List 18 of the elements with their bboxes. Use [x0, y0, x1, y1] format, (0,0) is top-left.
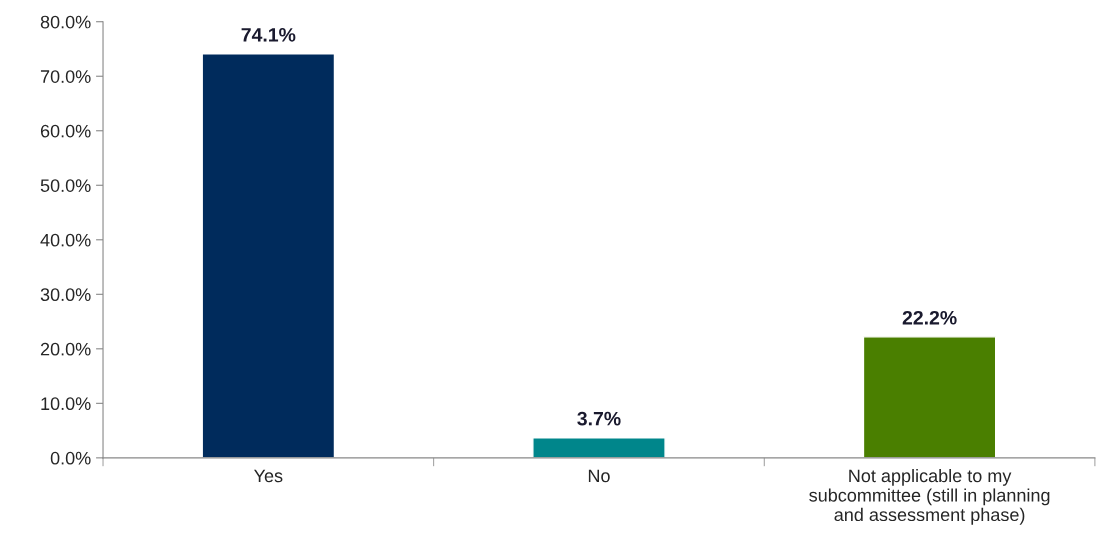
y-tick-label: 70.0%: [40, 70, 91, 83]
y-tick-label: 30.0%: [40, 288, 91, 302]
x-tick-label: Yes: [254, 469, 283, 483]
y-tick-label: 40.0%: [40, 233, 91, 247]
data-label: 22.2%: [902, 310, 957, 325]
y-tick-label: 50.0%: [40, 179, 91, 192]
bar: [532, 436, 666, 458]
data-label: 74.1%: [241, 27, 296, 42]
y-tick-label: 0.0%: [50, 451, 91, 465]
y-tick-label: 20.0%: [40, 342, 91, 356]
bar: [201, 53, 336, 458]
data-label: 3.7%: [577, 411, 621, 426]
y-tick-label: 60.0%: [40, 124, 91, 138]
x-tick-label: No: [588, 469, 610, 483]
y-tick-label: 10.0%: [41, 397, 91, 411]
y-tick-label: 80.0%: [40, 15, 91, 29]
bar: [862, 336, 997, 458]
x-tick-label: Not applicable to my subcommittee (still in planning and assessment phase): [809, 468, 1050, 525]
